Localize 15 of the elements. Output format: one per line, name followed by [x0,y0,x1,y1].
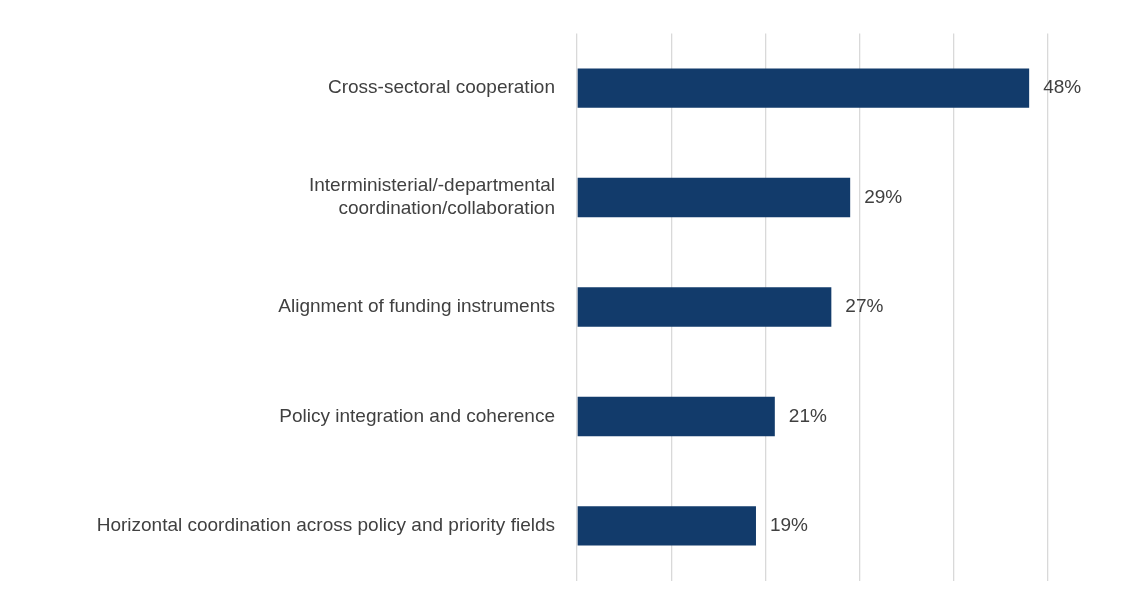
y-tick-label: Cross-sectoral cooperation [327,76,555,98]
data-label: 21% [788,404,827,426]
bar [577,68,1030,108]
data-label: 48% [1043,76,1082,98]
y-tick-label: Alignment of funding instruments [278,295,555,317]
bar [577,287,832,327]
y-tick-label: Interministerial/-departmental coordination/collaboration [308,174,555,219]
data-label: 19% [769,514,809,536]
bar [577,396,775,437]
bar [577,506,756,546]
data-label: 27% [845,295,884,317]
bar [577,177,851,218]
y-tick-label: Horizontal coordination across policy and priority fields [96,514,555,536]
data-label: 29% [864,185,903,207]
y-tick-label: Policy integration and coherence [279,404,555,426]
